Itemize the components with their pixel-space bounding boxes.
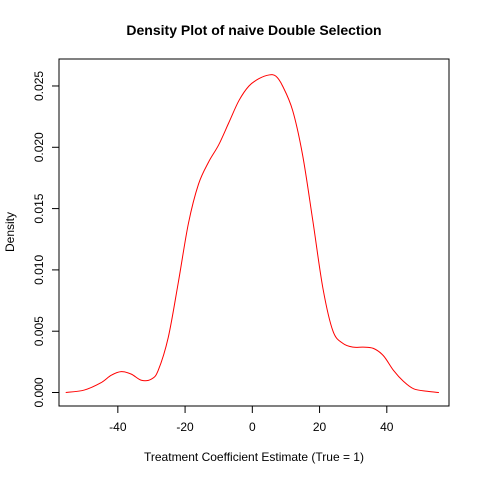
x-tick-label: 20 — [313, 420, 327, 434]
x-tick-label: 0 — [249, 420, 256, 434]
plot-frame — [58, 58, 450, 407]
x-axis-label: Treatment Coefficient Estimate (True = 1… — [144, 450, 364, 464]
x-tick-label: -20 — [176, 420, 194, 434]
y-tick-label: 0.000 — [32, 377, 46, 407]
y-axis: 0.000 0.005 0.010 0.015 0.020 0.025 — [32, 71, 60, 408]
x-tick-label: 40 — [380, 420, 394, 434]
y-tick-label: 0.005 — [32, 316, 46, 346]
y-tick-label: 0.025 — [32, 71, 46, 101]
density-curve — [65, 74, 439, 394]
y-axis-label: Density — [3, 212, 17, 252]
chart-title: Density Plot of naive Double Selection — [126, 22, 381, 38]
x-tick-label: -40 — [109, 420, 127, 434]
y-tick-label: 0.020 — [32, 132, 46, 162]
x-axis: -40 -20 0 20 40 — [109, 405, 394, 434]
y-tick-label: 0.015 — [32, 193, 46, 223]
y-tick-label: 0.010 — [32, 255, 46, 285]
